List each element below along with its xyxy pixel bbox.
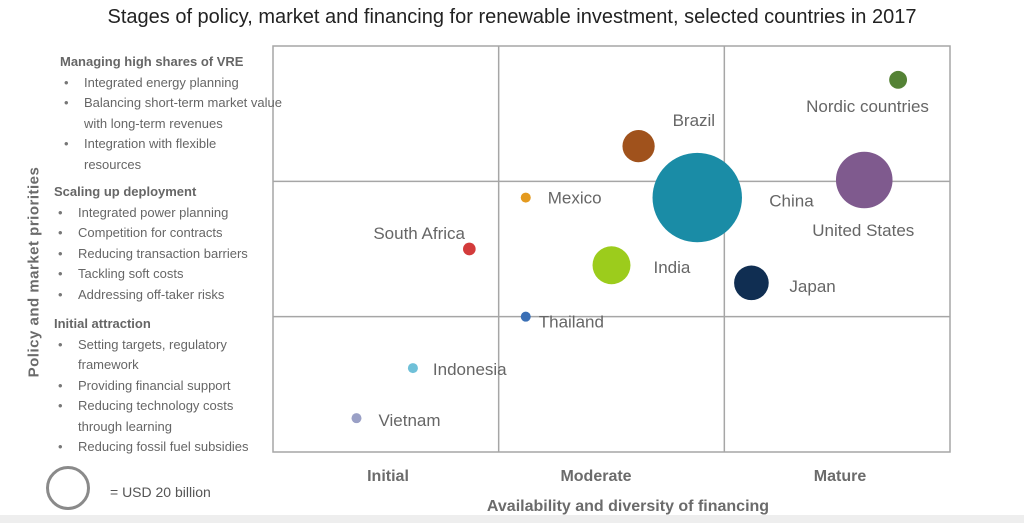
y-group-initial-attraction: Initial attraction Setting targets, regu…: [54, 314, 263, 458]
x-axis-label: Availability and diversity of financing: [486, 498, 770, 515]
bubble-label-united-states: United States: [812, 221, 914, 240]
size-legend-label: = USD 20 billion: [110, 484, 211, 500]
bubble-label-brazil: Brazil: [673, 111, 716, 130]
bubble-indonesia: [407, 363, 418, 374]
y-group-item: Tackling soft costs: [54, 264, 248, 285]
plot-frame: [272, 45, 951, 453]
y-group-item: Balancing short-term market value with l…: [60, 93, 284, 134]
bubble-china: [652, 152, 742, 243]
y-group-managing-vre: Managing high shares of VRE Integrated e…: [60, 52, 284, 175]
bottom-bar: [0, 515, 1024, 523]
bubble-label-indonesia: Indonesia: [433, 360, 507, 379]
bubble-label-vietnam: Vietnam: [378, 411, 440, 430]
size-legend-circle: [46, 466, 90, 510]
y-group-item: Reducing technology costs through learni…: [54, 396, 263, 437]
chart-title: Stages of policy, market and financing f…: [107, 6, 917, 28]
bubble-japan: [734, 265, 769, 301]
bubble-vietnam: [351, 413, 362, 424]
y-group-item: Integrated energy planning: [60, 73, 284, 94]
bubble-label-japan: Japan: [789, 277, 835, 296]
bubble-south-africa: [463, 242, 476, 256]
y-group-item: Integrated power planning: [54, 203, 248, 224]
y-group-item: Reducing fossil fuel subsidies: [54, 437, 263, 458]
bubble-united-states: [835, 151, 893, 209]
bubble-label-mexico: Mexico: [548, 189, 602, 208]
y-group-item: Integration with flexible resources: [60, 134, 254, 175]
y-group-item: Reducing transaction barriers: [54, 244, 248, 265]
bubble-brazil: [622, 130, 655, 163]
bubble-label-south-africa: South Africa: [373, 224, 465, 243]
y-group-item: Addressing off-taker risks: [54, 285, 248, 306]
y-group-title: Scaling up deployment: [54, 184, 197, 199]
bubble-label-china: China: [769, 192, 814, 211]
y-group-title: Initial attraction: [54, 316, 151, 331]
bubble-label-thailand: Thailand: [539, 313, 604, 332]
bubble-thailand: [520, 311, 531, 322]
bubble-mexico: [520, 192, 531, 203]
bubble-label-india: India: [654, 258, 691, 277]
y-group-scaling-up: Scaling up deployment Integrated power p…: [54, 182, 248, 305]
x-category-mature: Mature: [813, 468, 867, 485]
y-group-title: Managing high shares of VRE: [60, 54, 244, 69]
x-category-initial: Initial: [367, 468, 409, 485]
y-group-item: Providing financial support: [54, 376, 263, 397]
y-group-item: Competition for contracts: [54, 223, 248, 244]
x-category-moderate: Moderate: [560, 468, 632, 485]
bubble-india: [592, 246, 631, 285]
y-group-item: Setting targets, regulatory framework: [54, 335, 253, 376]
bubble-nordic-countries: [889, 70, 908, 89]
bubble-label-nordic-countries: Nordic countries: [806, 97, 929, 116]
